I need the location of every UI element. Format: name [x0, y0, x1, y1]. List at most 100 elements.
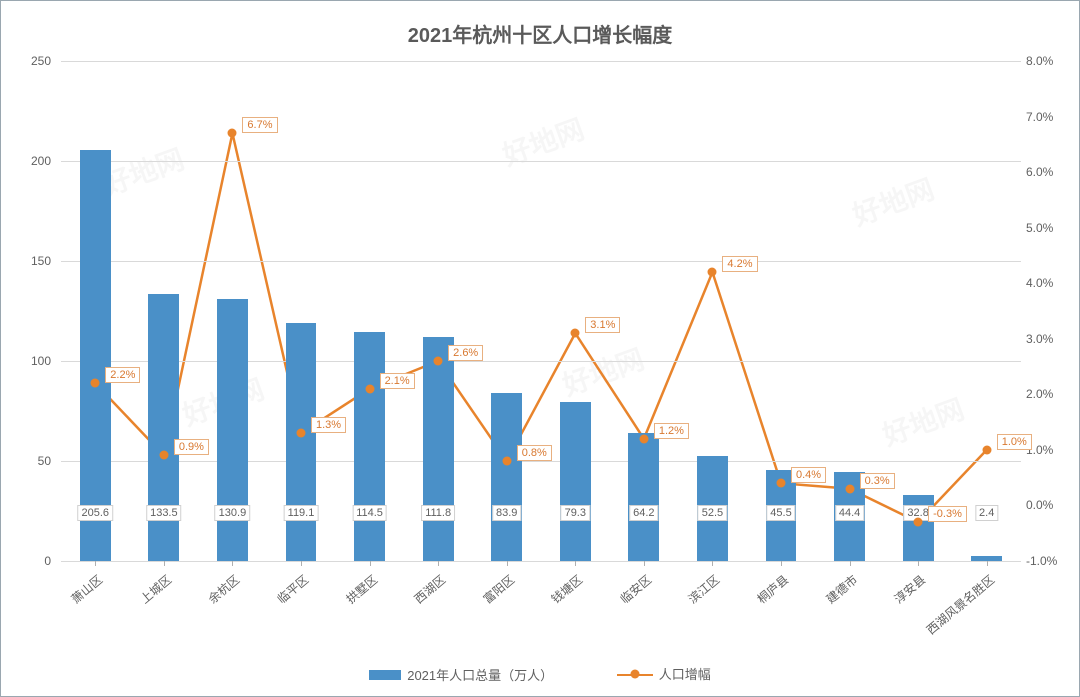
x-tick — [712, 561, 713, 566]
bar — [286, 323, 317, 561]
chart-title: 2021年杭州十区人口增长幅度 — [1, 19, 1079, 48]
bar-value-label: 205.6 — [78, 505, 114, 521]
y-right-tick-label: 0.0% — [1026, 498, 1076, 512]
line-marker — [228, 129, 237, 138]
x-tick — [781, 561, 782, 566]
y-right-tick-label: 7.0% — [1026, 110, 1076, 124]
bar-value-label: 114.5 — [352, 505, 387, 521]
x-category-label: 临安区 — [616, 571, 655, 607]
line-value-label: 2.1% — [380, 373, 415, 389]
bar-value-label: 133.5 — [146, 505, 182, 521]
line-marker — [982, 445, 991, 454]
line-value-label: 1.2% — [654, 423, 689, 439]
x-category-label: 萧山区 — [68, 571, 107, 607]
x-tick — [850, 561, 851, 566]
bar — [491, 393, 522, 561]
line-value-label: 0.8% — [517, 445, 552, 461]
legend-line-swatch — [617, 668, 653, 680]
bar — [628, 433, 659, 561]
line-value-label: 0.3% — [860, 473, 895, 489]
bar-value-label: 45.5 — [766, 505, 795, 521]
bar-value-label: 111.8 — [421, 505, 455, 521]
y-left-tick-label: 100 — [11, 354, 51, 368]
line-value-label: 1.3% — [311, 417, 346, 433]
line-marker — [571, 329, 580, 338]
grid-line — [61, 161, 1021, 162]
x-tick — [918, 561, 919, 566]
bar — [80, 150, 111, 561]
legend-bar-label: 2021年人口总量（万人） — [407, 665, 553, 684]
bar-value-label: 2.4 — [975, 505, 998, 521]
bar-value-label: 119.1 — [284, 505, 319, 521]
bar — [560, 402, 591, 561]
x-tick — [438, 561, 439, 566]
x-tick — [507, 561, 508, 566]
legend-line-label: 人口增幅 — [659, 664, 711, 683]
line-value-label: -0.3% — [928, 506, 967, 522]
x-tick — [95, 561, 96, 566]
x-category-label: 西湖区 — [411, 571, 450, 607]
x-category-label: 余杭区 — [205, 571, 244, 607]
bar-value-label: 79.3 — [561, 505, 590, 521]
line-value-label: 0.4% — [791, 467, 826, 483]
y-left-tick-label: 150 — [11, 254, 51, 268]
line-marker — [434, 357, 443, 366]
line-value-label: 6.7% — [242, 117, 277, 133]
x-tick — [987, 561, 988, 566]
bar-value-label: 64.2 — [629, 505, 658, 521]
x-tick — [644, 561, 645, 566]
legend-item-bar: 2021年人口总量（万人） — [369, 665, 553, 684]
line-marker — [502, 457, 511, 466]
bar-value-label: 130.9 — [215, 505, 251, 521]
y-left-tick-label: 200 — [11, 154, 51, 168]
chart-container: 好地网 好地网 好地网 好地网 好地网 好地网 2021年杭州十区人口增长幅度 … — [0, 0, 1080, 697]
bar-value-label: 52.5 — [698, 505, 727, 521]
x-category-label: 西湖风景名胜区 — [922, 571, 997, 638]
bar — [354, 332, 385, 561]
line-marker — [914, 518, 923, 527]
legend: 2021年人口总量（万人） 人口增幅 — [1, 664, 1079, 684]
bar — [423, 337, 454, 561]
x-category-label: 建德市 — [822, 571, 861, 607]
bar — [217, 299, 248, 561]
grid-line — [61, 61, 1021, 62]
line-marker — [845, 484, 854, 493]
line-value-label: 4.2% — [722, 256, 757, 272]
y-right-tick-label: 4.0% — [1026, 276, 1076, 290]
y-right-tick-label: 3.0% — [1026, 332, 1076, 346]
y-left-tick-label: 0 — [11, 554, 51, 568]
line-value-label: 0.9% — [174, 439, 209, 455]
y-right-tick-label: 8.0% — [1026, 54, 1076, 68]
line-marker — [297, 429, 306, 438]
x-category-label: 桐庐县 — [753, 571, 792, 607]
line-value-label: 3.1% — [585, 317, 620, 333]
x-tick — [575, 561, 576, 566]
x-category-label: 钱塘区 — [548, 571, 587, 607]
y-left-tick-label: 50 — [11, 454, 51, 468]
x-category-label: 临平区 — [273, 571, 312, 607]
line-marker — [708, 268, 717, 277]
legend-bar-swatch — [369, 670, 401, 680]
y-right-tick-label: 5.0% — [1026, 221, 1076, 235]
x-tick — [164, 561, 165, 566]
plot-area: 050100150200250-1.0%0.0%1.0%2.0%3.0%4.0%… — [61, 61, 1021, 561]
y-right-tick-label: -1.0% — [1026, 554, 1076, 568]
x-category-label: 上城区 — [136, 571, 175, 607]
y-right-tick-label: 6.0% — [1026, 165, 1076, 179]
legend-item-line: 人口增幅 — [617, 664, 711, 683]
x-category-label: 淳安县 — [891, 571, 930, 607]
line-marker — [777, 479, 786, 488]
x-category-label: 拱墅区 — [342, 571, 381, 607]
line-marker — [91, 379, 100, 388]
line-marker — [159, 451, 168, 460]
x-tick — [370, 561, 371, 566]
line-marker — [639, 434, 648, 443]
x-category-label: 富阳区 — [479, 571, 518, 607]
line-value-label: 1.0% — [997, 434, 1032, 450]
grid-line — [61, 561, 1021, 562]
grid-line — [61, 261, 1021, 262]
grid-line — [61, 361, 1021, 362]
line-value-label: 2.6% — [448, 345, 483, 361]
y-right-tick-label: 2.0% — [1026, 387, 1076, 401]
x-tick — [301, 561, 302, 566]
